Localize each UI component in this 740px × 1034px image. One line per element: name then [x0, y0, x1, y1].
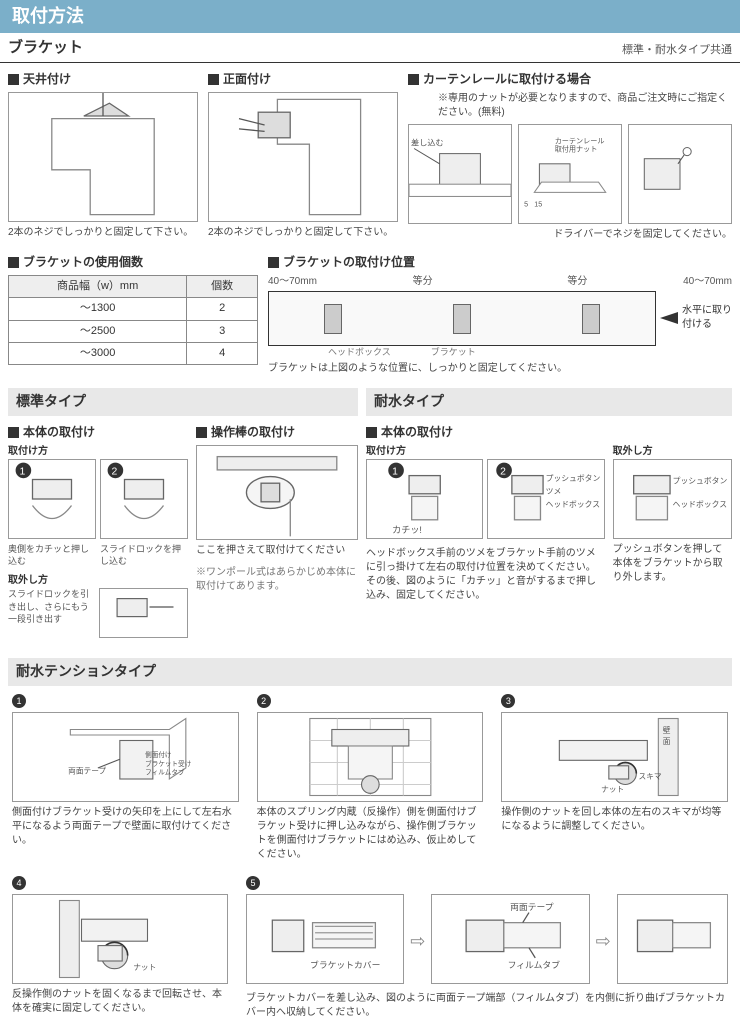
svg-text:差し込む: 差し込む [411, 137, 444, 147]
ceiling-title: 天井付け [8, 71, 198, 88]
water-attach-1: 1 カチッ! [366, 459, 483, 539]
tension-caption-5: ブラケットカバーを差し込み、図のように両面テープ端部（フィルムタブ）を内側に折り… [246, 992, 728, 1020]
tension-diagram-2 [257, 712, 484, 802]
svg-text:ブラケットカバー: ブラケットカバー [310, 959, 380, 970]
tension-caption-1: 側面付けブラケット受けの矢印を上にして左右水平になるよう両面テープで壁面に取付け… [12, 806, 239, 848]
svg-text:カーテンレール: カーテンレール [555, 137, 605, 145]
bracket-position-diagram [268, 291, 656, 346]
tension-diagram-1: 両面テープ 側面付けブラケット受けフィルムタブ [12, 712, 239, 802]
tension-diagram-3: 壁面ナット スキマ [501, 712, 728, 802]
pole-text: ここを押さえて取付けてください [196, 544, 358, 558]
tension-diagram-5c [617, 894, 728, 984]
tension-caption-4: 反操作側のナットを固くなるまで回転させ、本体を確実に固定してください。 [12, 988, 228, 1016]
bracket-title: ブラケット [8, 37, 83, 58]
tension-title: 耐水テンションタイプ [8, 658, 732, 686]
curtain-diagram-2: カーテンレール取付用ナット 5 15 [518, 124, 622, 224]
pole-diagram [196, 445, 358, 540]
bracket-section-header: ブラケット 標準・耐水タイプ共通 [0, 33, 740, 63]
water-title: 耐水タイプ [366, 388, 732, 416]
svg-text:両面テープ: 両面テープ [68, 766, 106, 775]
svg-text:ツメ: ツメ [546, 487, 562, 496]
arrow-1-icon: ⇨ [410, 929, 425, 954]
step-2-icon: 2 [257, 694, 271, 708]
standard-body-title: 本体の取付け [8, 424, 188, 441]
position-caption: ブラケットは上図のような位置に、しっかりと固定してください。 [268, 362, 732, 376]
svg-text:5: 5 [524, 201, 528, 209]
svg-text:取付用ナット: 取付用ナット [555, 145, 598, 154]
curtain-driver-caption: ドライバーでネジを固定してください。 [408, 228, 732, 242]
tension-caption-2: 本体のスプリング内蔵（反操作）側を側面付けブラケット受けに押し込みながら、操作側… [257, 806, 484, 862]
svg-text:フィルムタブ: フィルムタブ [508, 959, 561, 970]
page-title: 取付方法 [0, 0, 740, 33]
water-detach-diagram: プッシュボタンヘッドボックス [613, 459, 732, 539]
front-diagram [208, 92, 398, 222]
pole-title: 操作棒の取付け [196, 424, 358, 441]
water-attach-2: 2 プッシュボタンツメヘッドボックス [487, 459, 604, 539]
bracket-count-table: 商品幅（w）mm 個数 ～13002 ～25003 ～30004 [8, 275, 258, 366]
tension-diagram-5a: ブラケットカバー [246, 894, 404, 984]
svg-text:2: 2 [501, 466, 507, 477]
svg-text:15: 15 [534, 201, 542, 209]
water-detach-caption: プッシュボタンを押して本体をブラケットから取り外します。 [613, 543, 732, 585]
curtain-diagram-3 [628, 124, 732, 224]
step-4-icon: 4 [12, 876, 26, 890]
count-col1: 商品幅（w）mm [9, 275, 187, 297]
standard-attach-label: 取付け方 [8, 445, 188, 459]
count-col2: 個数 [187, 275, 258, 297]
curtain-note: ※専用のナットが必要となりますので、商品ご注文時にご指定ください。(無料) [408, 92, 732, 120]
svg-text:2: 2 [112, 466, 118, 477]
svg-text:スキマ: スキマ [639, 772, 662, 781]
svg-text:1: 1 [392, 466, 398, 477]
svg-text:ナット: ナット [601, 785, 624, 794]
standard-attach-1: 1 [8, 459, 96, 539]
step-1-icon: 1 [12, 694, 26, 708]
standard-attach-2: 2 [100, 459, 188, 539]
step-3-icon: 3 [501, 694, 515, 708]
water-attach-caption: ヘッドボックス手前のツメをブラケット手前のツメに引っ掛けて左右の取付け位置を決め… [366, 547, 605, 603]
arrow-left-icon [660, 312, 678, 324]
curtain-title: カーテンレールに取付ける場合 [408, 71, 732, 88]
svg-text:面: 面 [663, 737, 671, 746]
standard-detach-diagram [99, 588, 188, 638]
ceiling-caption: 2本のネジでしっかりと固定して下さい。 [8, 226, 198, 240]
water-attach-label: 取付け方 [366, 445, 605, 459]
svg-text:フィルムタブ: フィルムタブ [145, 767, 185, 776]
svg-text:ヘッドボックス: ヘッドボックス [546, 500, 600, 509]
step-5-icon: 5 [246, 876, 260, 890]
svg-text:ブラケット受け: ブラケット受け [145, 759, 192, 768]
ceiling-diagram [8, 92, 198, 222]
svg-text:プッシュボタン: プッシュボタン [672, 476, 727, 485]
bracket-subnote: 標準・耐水タイプ共通 [622, 43, 732, 58]
arrow-2-icon: ⇨ [596, 929, 611, 954]
tension-caption-3: 操作側のナットを回し本体の左右のスキマが均等になるように調整してください。 [501, 806, 728, 834]
svg-text:カチッ!: カチッ! [392, 525, 422, 535]
tension-diagram-5b: 両面テープフィルムタブ [431, 894, 589, 984]
front-title: 正面付け [208, 71, 398, 88]
water-detach-label: 取外し方 [613, 445, 732, 459]
svg-text:プッシュボタン: プッシュボタン [546, 474, 601, 483]
curtain-diagram-1: 差し込む [408, 124, 512, 224]
water-body-title: 本体の取付け [366, 424, 732, 441]
svg-text:ヘッドボックス: ヘッドボックス [672, 500, 726, 509]
standard-title: 標準タイプ [8, 388, 358, 416]
front-caption: 2本のネジでしっかりと固定して下さい。 [208, 226, 398, 240]
svg-text:両面テープ: 両面テープ [510, 902, 554, 912]
svg-text:1: 1 [20, 466, 26, 477]
tension-diagram-4: ナット [12, 894, 228, 984]
level-label: 水平に取り付ける [682, 304, 732, 332]
pole-note: ※ワンポール式はあらかじめ本体に取付けてあります。 [196, 566, 358, 594]
svg-text:壁: 壁 [663, 725, 671, 735]
svg-text:側面付け: 側面付け [145, 750, 172, 759]
bracket-position-title: ブラケットの取付け位置 [268, 254, 732, 271]
svg-text:ナット: ナット [133, 963, 156, 972]
bracket-count-title: ブラケットの使用個数 [8, 254, 258, 271]
standard-detach-label: 取外し方 [8, 574, 188, 588]
